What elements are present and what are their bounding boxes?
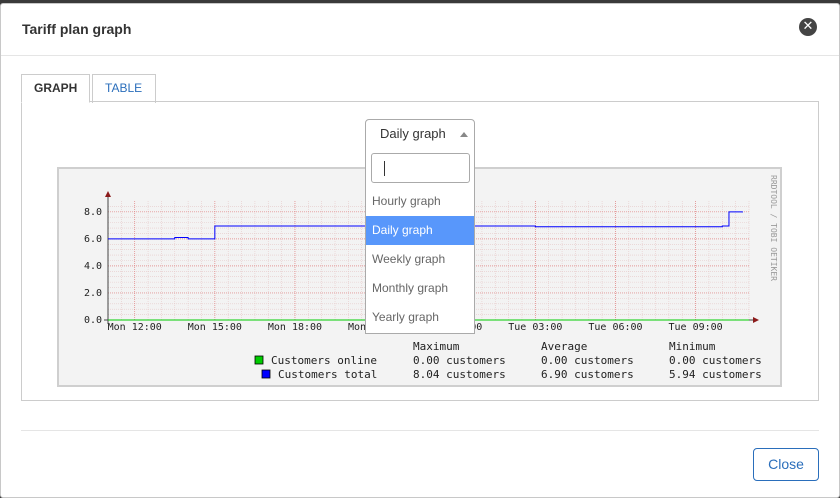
rrdtool-side-label: RRDTOOL / TOBI OETIKER [769, 175, 778, 281]
x-axis-arrow [753, 317, 759, 323]
legend-value-maximum: 0.00 customers [413, 354, 506, 367]
graph-period-select[interactable]: Daily graph [365, 119, 475, 149]
text-cursor [384, 161, 385, 176]
legend-swatch [254, 355, 264, 365]
graph-tab-panel [21, 101, 819, 401]
x-tick-label: Tue 06:00 [588, 322, 642, 333]
x-tick-label: Tue 09:00 [668, 322, 722, 333]
x-tick-label: Mon 15:00 [188, 322, 242, 333]
legend-value-maximum: 8.04 customers [413, 368, 506, 381]
x-tick-label: Mon 18:00 [268, 322, 322, 333]
y-axis-arrow [105, 191, 111, 197]
select-value: Daily graph [380, 126, 446, 141]
legend-value-average: 6.90 customers [541, 368, 634, 381]
y-tick-label: 6.0 [84, 234, 102, 245]
y-tick-label: 8.0 [84, 207, 102, 218]
y-tick-label: 0.0 [84, 315, 102, 326]
y-tick-label: 2.0 [84, 288, 102, 299]
legend-header-maximum: Maximum [413, 340, 460, 353]
legend-value-average: 0.00 customers [541, 354, 634, 367]
times-circle-icon[interactable]: ✕ [799, 18, 817, 36]
dropdown-search-input[interactable] [371, 153, 470, 183]
graph-period-dropdown: Hourly graph Daily graph Weekly graph Mo… [365, 148, 475, 334]
tab-graph[interactable]: GRAPH [21, 74, 90, 103]
close-button[interactable]: Close [753, 448, 819, 481]
caret-up-icon [460, 132, 468, 137]
legend-series-name: Customers total [278, 368, 377, 381]
option-monthly-graph[interactable]: Monthly graph [372, 281, 449, 295]
legend-header-minimum: Minimum [669, 340, 716, 353]
modal-header: Tariff plan graph ✕ [1, 4, 839, 56]
x-tick-label: Mon 12:00 [108, 322, 162, 333]
legend-value-minimum: 0.00 customers [669, 354, 762, 367]
modal-title: Tariff plan graph [22, 21, 132, 37]
legend-swatch [261, 369, 271, 379]
option-daily-graph[interactable]: Daily graph [366, 216, 474, 245]
option-yearly-graph[interactable]: Yearly graph [372, 310, 439, 324]
option-weekly-graph[interactable]: Weekly graph [372, 252, 446, 266]
legend-value-minimum: 5.94 customers [669, 368, 762, 381]
x-tick-label: Tue 03:00 [508, 322, 562, 333]
tab-table[interactable]: TABLE [92, 74, 156, 103]
footer-divider [21, 430, 819, 431]
legend-header-average: Average [541, 340, 587, 353]
y-tick-label: 4.0 [84, 261, 102, 272]
option-hourly-graph[interactable]: Hourly graph [372, 194, 441, 208]
legend-series-name: Customers online [271, 354, 377, 367]
